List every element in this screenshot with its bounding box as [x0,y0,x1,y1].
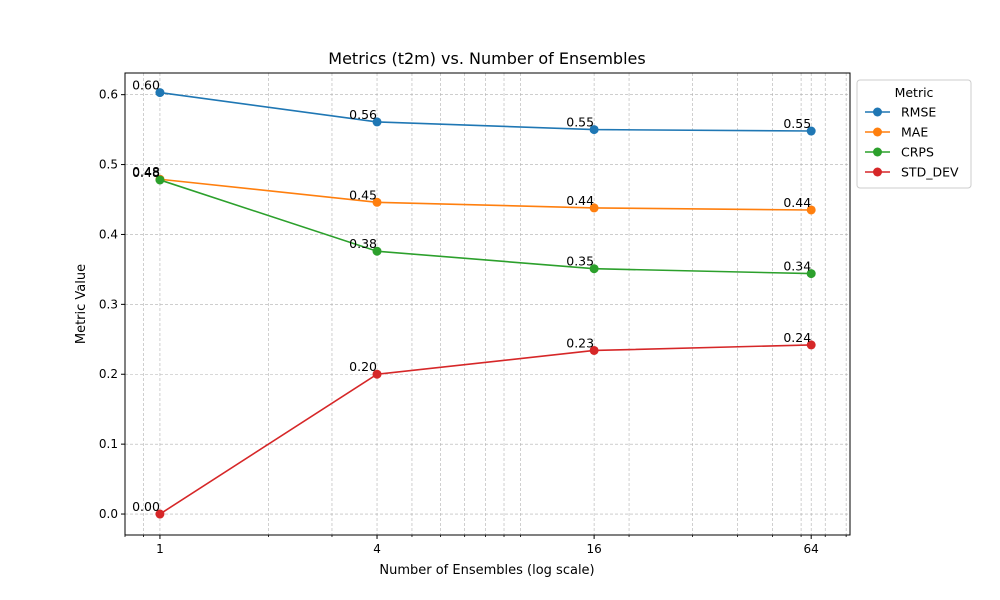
data-label-std-dev: 0.24 [783,330,811,345]
series-line-mae [159,178,812,211]
x-tick-label: 64 [804,542,819,556]
legend-label-mae: MAE [901,125,928,140]
legend-label-rmse: RMSE [901,105,936,120]
data-point-std-dev [589,345,599,355]
x-tick-label: 4 [373,542,381,556]
y-tick-label: 0.1 [99,437,118,451]
data-point-rmse [806,126,816,136]
series-std-dev [155,340,816,519]
data-label-crps: 0.34 [783,259,811,274]
y-tick-label: 0.6 [99,88,118,102]
data-label-std-dev: 0.00 [132,499,160,514]
data-point-crps [372,246,382,256]
data-point-rmse [372,117,382,127]
data-label-std-dev: 0.20 [349,359,377,374]
y-tick-label: 0.3 [99,297,118,311]
y-tick-label: 0.0 [99,507,118,521]
data-label-rmse: 0.60 [132,78,160,93]
data-label-mae: 0.45 [349,187,377,202]
x-axis-label: Number of Ensembles (log scale) [379,563,594,578]
y-tick-label: 0.2 [99,367,118,381]
legend-label-std-dev: STD_DEV [901,165,959,180]
data-label-rmse: 0.56 [349,107,377,122]
data-label-crps: 0.35 [566,254,594,269]
data-label-rmse: 0.55 [783,116,811,131]
data-point-rmse [589,125,599,135]
data-point-crps [806,269,816,279]
data-label-mae: 0.44 [566,193,594,208]
series-group [155,88,816,519]
data-point-mae [372,197,382,207]
legend-label-crps: CRPS [901,145,934,160]
data-point-crps [155,175,165,185]
x-tick-label: 16 [586,542,601,556]
legend-marker-crps [873,147,882,157]
data-point-std-dev [372,369,382,379]
data-point-mae [806,205,816,215]
legend-marker-mae [873,127,882,137]
series-line-rmse [159,91,812,132]
data-label-mae: 0.48 [132,164,160,179]
legend-items: RMSE MAE CRPS STD_DEV [865,105,959,180]
data-labels: 0.600.560.55 0.550.480.45 0.44 0.440.480.38… [132,78,811,514]
legend-item-crps: CRPS [865,145,934,160]
legend-marker-rmse [873,107,882,117]
legend-item-mae: MAE [865,125,928,140]
grid [124,73,850,535]
legend: Metric RMSE MAE CRPS STD_DEV [856,79,972,189]
data-label-crps: 0.38 [349,236,377,251]
data-label-rmse: 0.55 [566,115,594,130]
data-point-std-dev [806,340,816,350]
data-label-crps: 0.48 [132,165,160,180]
legend-title: Metric [895,85,934,100]
axes: 0.0 0.1 0.2 0.3 0.4 0.5 0.6 1 4 16 64 [99,88,847,556]
series-rmse [155,88,816,136]
data-point-mae [589,203,599,213]
y-tick-label: 0.5 [99,158,118,172]
legend-item-rmse: RMSE [865,105,936,120]
x-tick-label: 1 [156,542,164,556]
data-point-crps [589,264,599,274]
data-label-std-dev: 0.23 [566,335,594,350]
y-tick-label: 0.4 [99,227,118,241]
data-point-rmse [155,88,165,98]
chart-title: Metrics (t2m) vs. Number of Ensembles [328,49,645,68]
data-label-mae: 0.44 [783,195,811,210]
legend-marker-std-dev [873,167,882,177]
data-point-std-dev [155,509,165,519]
series-line-std-dev [159,344,812,515]
legend-item-std-dev: STD_DEV [865,165,959,180]
series-line-crps [159,179,812,275]
legend-box [856,79,972,189]
series-crps [155,175,816,279]
y-axis-label: Metric Value [74,264,89,344]
